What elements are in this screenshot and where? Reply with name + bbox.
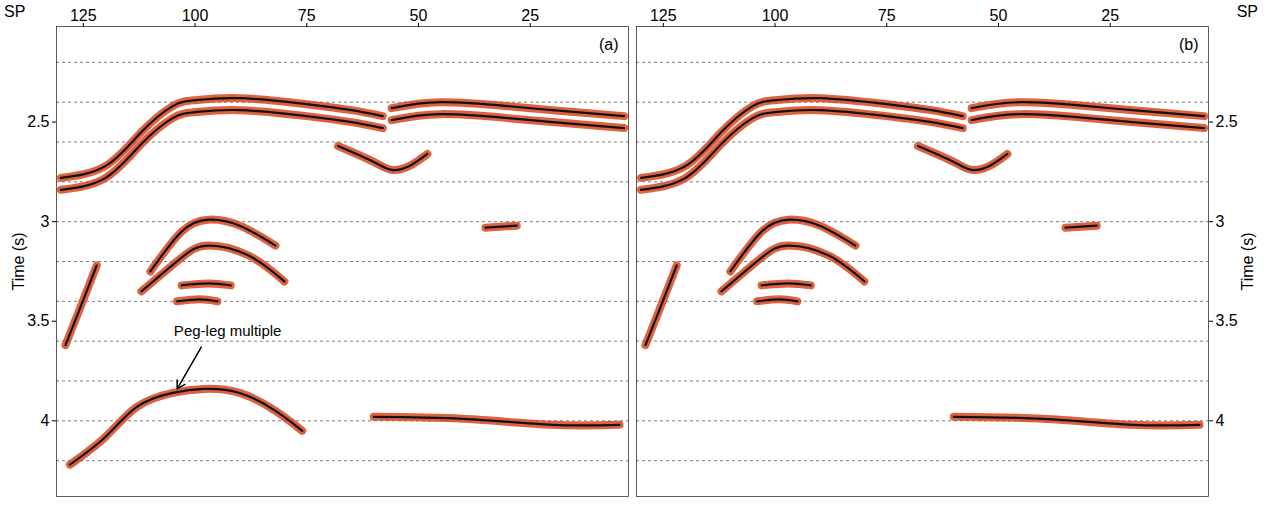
- svg-text:3.5: 3.5: [1216, 312, 1238, 329]
- svg-text:2.5: 2.5: [27, 113, 49, 130]
- html-text:SP: SP: [1236, 3, 1258, 20]
- svg-text:100: 100: [182, 7, 209, 24]
- svg-text:50: 50: [990, 7, 1008, 24]
- svg-text:Time (s): Time (s): [10, 232, 27, 290]
- svg-text:25: 25: [1101, 7, 1119, 24]
- svg-text:(b): (b): [1179, 36, 1199, 53]
- svg-text:3: 3: [1216, 213, 1225, 230]
- svg-text:2.5: 2.5: [1216, 113, 1238, 130]
- svg-text:75: 75: [878, 7, 896, 24]
- svg-text:125: 125: [70, 7, 97, 24]
- svg-text:Peg-leg multiple: Peg-leg multiple: [174, 322, 282, 339]
- svg-text:4: 4: [1216, 412, 1225, 429]
- svg-text:3: 3: [41, 213, 50, 230]
- svg-text:25: 25: [521, 7, 539, 24]
- svg-text:3.5: 3.5: [27, 312, 49, 329]
- svg-text:4: 4: [41, 412, 50, 429]
- svg-text:100: 100: [762, 7, 789, 24]
- svg-text:Time (s): Time (s): [1239, 232, 1256, 290]
- svg-text:75: 75: [298, 7, 316, 24]
- svg-text:(a): (a): [599, 36, 619, 53]
- svg-text:50: 50: [410, 7, 428, 24]
- svg-text:125: 125: [650, 7, 677, 24]
- html-text:SP: SP: [4, 3, 26, 20]
